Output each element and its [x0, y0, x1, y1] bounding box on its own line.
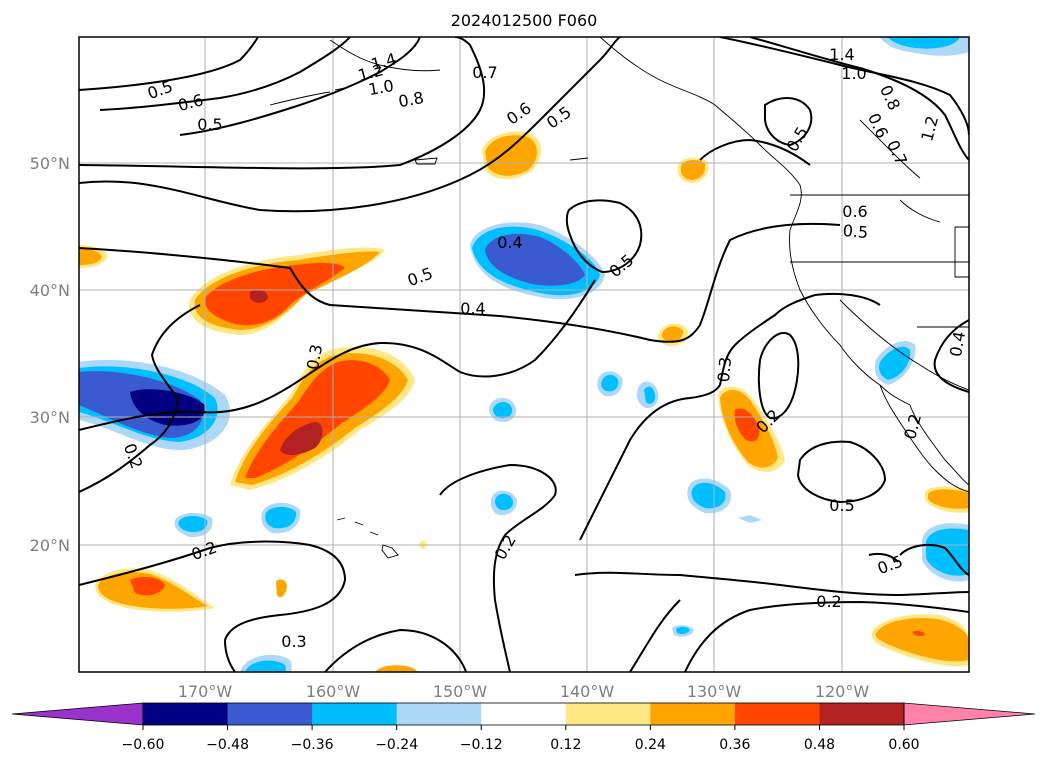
colorbar-tick-label: 0.12 — [550, 737, 581, 753]
lon-label: 160°W — [306, 682, 361, 701]
colorbar-segment — [143, 703, 229, 725]
colorbar-tick-labels: −0.60 −0.48 −0.36 −0.24 −0.12 0.12 0.24 0.36 0.4… — [122, 737, 920, 753]
contour-label: 0.2 — [816, 592, 841, 611]
contour-label: 1.4 — [829, 45, 854, 64]
colorbar-segment — [819, 703, 905, 725]
colorbar-segment — [312, 703, 398, 725]
contour-label: 0.4 — [497, 233, 522, 252]
colorbar-tick-label: −0.60 — [122, 737, 165, 753]
colorbar-tick-label: 0.24 — [635, 737, 666, 753]
colorbar-tick-label: −0.48 — [206, 737, 249, 753]
contour-label: 0.3 — [281, 632, 306, 651]
colorbar-segment — [227, 703, 313, 725]
colorbar-tick-label: 0.36 — [719, 737, 750, 753]
contour-label: 0.5 — [829, 496, 854, 515]
lat-label: 40°N — [30, 281, 70, 300]
colorbar-tick-label: 0.60 — [888, 737, 919, 753]
colorbar-tick-label: −0.12 — [460, 737, 503, 753]
lon-label: 170°W — [178, 682, 233, 701]
contour-label: 0.6 — [842, 202, 867, 221]
lat-label: 50°N — [30, 154, 70, 173]
colorbar-tick-label: −0.24 — [375, 737, 418, 753]
latitude-labels: 50°N 40°N 30°N 20°N — [30, 154, 70, 555]
lon-label: 150°W — [433, 682, 488, 701]
colorbar-tick-label: 0.48 — [804, 737, 835, 753]
colorbar-segment — [396, 703, 482, 725]
grid-lines — [79, 37, 969, 672]
map-frame — [78, 36, 970, 673]
colorbar-segment — [565, 703, 651, 725]
lat-label: 30°N — [30, 408, 70, 427]
colorbar-outline — [142, 702, 905, 726]
colorbar-segment — [650, 703, 736, 725]
colorbar-segments — [11, 702, 1036, 726]
colorbar-tick-label: −0.36 — [291, 737, 334, 753]
contour-label: 0.5 — [842, 221, 869, 242]
contour-label: 0.3 — [303, 343, 326, 371]
colorbar-extend-min — [11, 702, 144, 726]
lon-label: 130°W — [687, 682, 742, 701]
contour-label: 0.4 — [460, 299, 485, 318]
contour-label: 1.0 — [367, 76, 395, 99]
lat-label: 20°N — [30, 536, 70, 555]
filled-anomaly-regions — [79, 37, 969, 672]
colorbar-segment — [734, 703, 820, 725]
lon-label: 120°W — [815, 682, 870, 701]
contour-label: 0.8 — [397, 88, 425, 111]
colorbar-extend-max — [903, 702, 1036, 726]
contour-label: 0.7 — [472, 63, 497, 82]
map-title: 2024012500 F060 — [451, 11, 598, 30]
colorbar: −0.60 −0.48 −0.36 −0.24 −0.12 0.12 0.24 0.36 0.4… — [11, 702, 1036, 753]
contour-label: 0.5 — [197, 115, 222, 134]
contour-lines — [79, 37, 969, 672]
longitude-labels: 170°W 160°W 150°W 140°W 130°W 120°W — [178, 682, 870, 701]
colorbar-segment — [481, 703, 567, 725]
colorbar-ticks — [142, 725, 905, 730]
map-area: 0.5 0.6 1.4 1.2 1.0 0.8 0.7 0.6 0.5 1.4 … — [79, 37, 969, 672]
contour-label: 0.3 — [714, 356, 735, 383]
lon-label: 140°W — [560, 682, 615, 701]
contour-label: 1.0 — [841, 64, 866, 83]
contour-label: 0.4 — [946, 330, 969, 358]
